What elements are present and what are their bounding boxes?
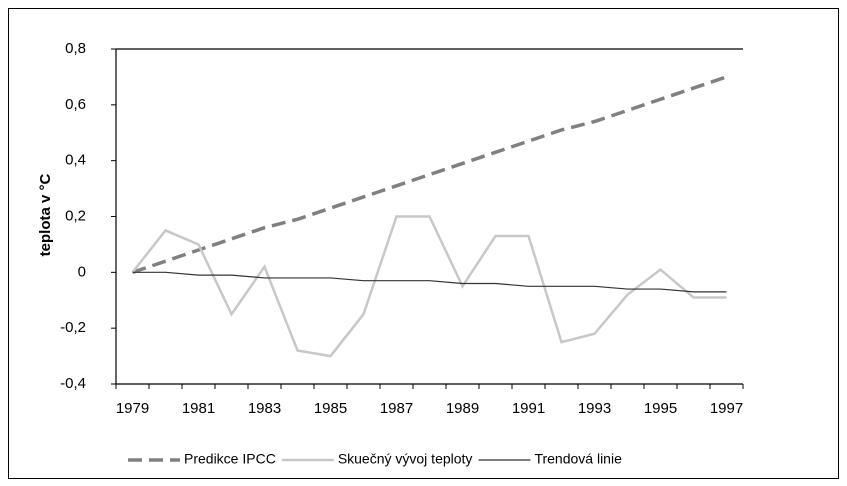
y-tick-label: 0,8 bbox=[65, 40, 86, 57]
x-tick-label: 1989 bbox=[446, 400, 479, 417]
x-tick-label: 1995 bbox=[644, 400, 677, 417]
legend-label: Skuečný vývoj teploty bbox=[338, 451, 473, 467]
series-line bbox=[131, 215, 727, 358]
series-line bbox=[132, 271, 727, 293]
x-tick-label: 1987 bbox=[380, 400, 413, 417]
y-axis-title: teplota v °C bbox=[37, 174, 54, 257]
x-tick-label: 1981 bbox=[182, 400, 215, 417]
y-tick-label: 0 bbox=[78, 263, 86, 280]
legend-label: Trendová linie bbox=[534, 451, 622, 467]
x-tick-label: 1991 bbox=[512, 400, 545, 417]
y-tick-label: 0,2 bbox=[65, 207, 86, 224]
x-tick-label: 1997 bbox=[710, 400, 743, 417]
y-tick-label: -0,4 bbox=[60, 375, 86, 392]
x-tick-label: 1993 bbox=[578, 400, 611, 417]
y-tick-label: 0,4 bbox=[65, 152, 86, 169]
legend-label: Predikce IPCC bbox=[184, 451, 276, 467]
x-tick-label: 1979 bbox=[116, 400, 149, 417]
y-tick-label: 0,6 bbox=[65, 96, 86, 113]
x-tick-label: 1983 bbox=[248, 400, 281, 417]
y-tick-label: -0,2 bbox=[60, 319, 86, 336]
x-tick-label: 1985 bbox=[314, 400, 347, 417]
